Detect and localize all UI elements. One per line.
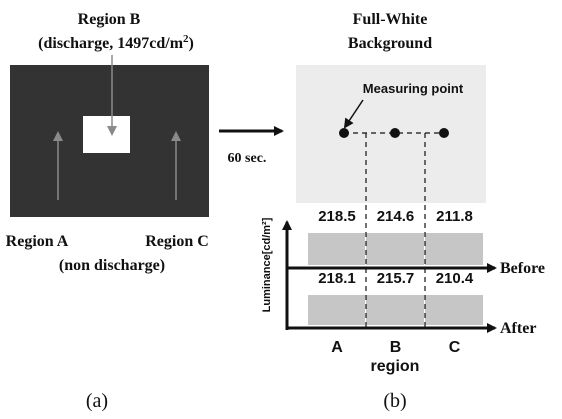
value-label-after-a: 218.1: [318, 270, 356, 287]
bar-before-b: [366, 233, 424, 265]
y-axis-label: Luminance[cd/m²]: [261, 217, 273, 312]
background-title-line2: Background: [348, 35, 432, 52]
luminance-chart: 218.5 214.6 211.8 218.1 215.7 210.4 A B C: [308, 208, 483, 356]
time-label: 60 sec.: [228, 151, 267, 166]
region-c-label: Region C: [145, 233, 209, 250]
caption-b: (b): [383, 390, 406, 412]
after-label: After: [500, 320, 536, 337]
value-label-before-a: 218.5: [318, 208, 356, 225]
measuring-point-b: [390, 128, 400, 138]
measuring-point-pointer: [343, 99, 364, 129]
category-label-a: A: [331, 339, 343, 356]
bar-before-a: [308, 233, 365, 265]
category-label-c: C: [449, 339, 461, 356]
region-b-title: Region B: [78, 11, 141, 28]
region-b-detail: (discharge, 1497cd/m2): [38, 33, 194, 52]
value-label-before-c: 211.8: [436, 208, 473, 225]
bar-before-c: [425, 233, 483, 265]
panel-a: Region B (discharge, 1497cd/m2) Region A…: [6, 11, 209, 412]
region-b-window: [83, 116, 130, 153]
caption-a: (a): [86, 390, 108, 412]
panel-b: Full-White Background Measuring point 21…: [261, 11, 545, 412]
category-label-b: B: [390, 339, 402, 356]
measuring-point-label: Measuring point: [363, 81, 464, 96]
background-title-line1: Full-White: [353, 11, 428, 28]
transition-arrow-group: 60 sec.: [219, 126, 284, 166]
bar-after-a: [308, 295, 365, 325]
bar-after-b: [366, 295, 424, 325]
value-label-before-b: 214.6: [377, 208, 415, 225]
value-label-after-b: 215.7: [377, 270, 415, 287]
bar-after-c: [425, 295, 483, 325]
value-label-after-c: 210.4: [436, 270, 474, 287]
region-a-label: Region A: [6, 233, 69, 250]
before-label: Before: [500, 260, 545, 277]
x-axis-title: region: [371, 358, 420, 375]
non-discharge-label: (non discharge): [59, 257, 165, 274]
